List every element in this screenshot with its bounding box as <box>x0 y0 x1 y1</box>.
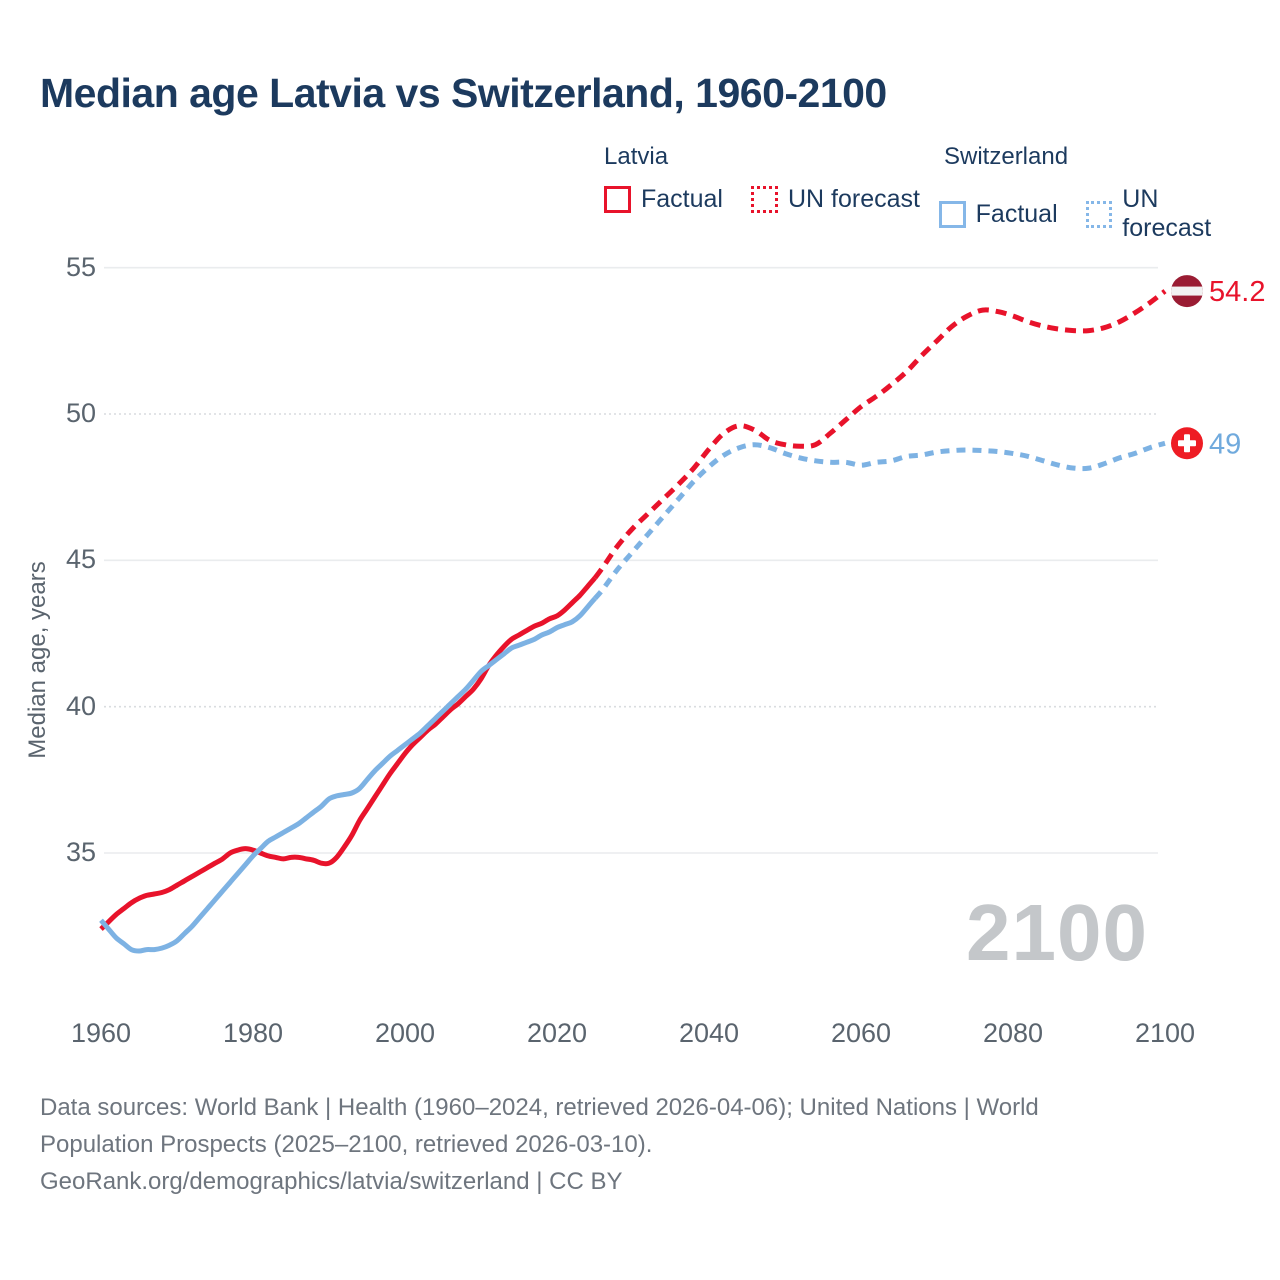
legend-group-latvia: Factual UN forecast <box>604 185 948 214</box>
latvia-flag-icon <box>1171 275 1203 308</box>
footer: Data sources: World Bank | Health (1960–… <box>40 1089 1135 1200</box>
series-line-latvia-forecast <box>593 289 1167 580</box>
dotted-line-swatch-icon <box>1085 200 1113 228</box>
series-line-switzerland-forecast <box>593 440 1166 601</box>
solid-line-swatch-icon <box>604 186 631 213</box>
y-axis-title: Median age, years <box>24 561 51 759</box>
x-tick-label: 2020 <box>526 1018 588 1048</box>
series-line-latvia-factual <box>99 576 597 931</box>
x-tick-label: 2000 <box>374 1018 436 1048</box>
legend-item-latvia-factual: Factual <box>641 185 723 213</box>
legend-item-latvia-forecast: UN forecast <box>787 185 920 213</box>
legend-group-switzerland: Factual UN forecast <box>939 185 1280 243</box>
solid-line-swatch-icon <box>939 200 966 228</box>
end-value-label-switzerland: 49 <box>1209 428 1241 460</box>
footer-sources: Data sources: World Bank | Health (1960–… <box>40 1094 1039 1158</box>
y-tick-label: 35 <box>65 837 96 867</box>
page-title: Median age Latvia vs Switzerland, 1960-2… <box>40 70 887 116</box>
x-tick-label: 2060 <box>830 1018 892 1048</box>
end-value-label-latvia: 54.2 <box>1209 276 1265 308</box>
x-tick-label: 1980 <box>222 1018 284 1048</box>
x-tick-label: 2080 <box>982 1018 1044 1048</box>
x-tick-label: 2040 <box>678 1018 740 1048</box>
x-tick-label: 2100 <box>1134 1018 1196 1048</box>
series-line-switzerland-factual <box>99 596 597 954</box>
footer-link: GeoRank.org/demographics/latvia/switzerl… <box>40 1168 623 1195</box>
watermark: 2100 <box>966 888 1148 977</box>
y-tick-label: 50 <box>65 397 96 428</box>
legend-item-switzerland-forecast: UN forecast <box>1122 185 1212 242</box>
y-tick-label: 55 <box>65 251 96 282</box>
legend-group-label-latvia: Latvia <box>604 143 669 170</box>
legend-group-label-switzerland: Switzerland <box>944 143 1069 170</box>
dotted-line-swatch-icon <box>750 186 778 213</box>
y-tick-label: 45 <box>65 544 96 575</box>
y-tick-label: 40 <box>65 690 96 721</box>
legend-item-switzerland-factual: Factual <box>975 199 1058 228</box>
x-tick-label: 1960 <box>70 1018 132 1048</box>
switzerland-flag-icon <box>1171 427 1203 460</box>
